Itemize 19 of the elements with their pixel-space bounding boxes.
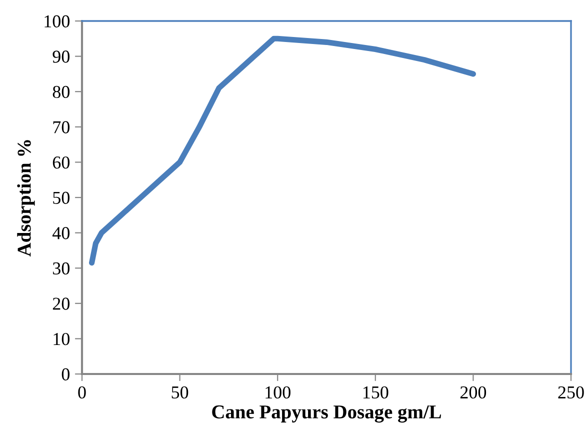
- y-tick-label: 70: [53, 121, 70, 134]
- x-tick-label: 100: [266, 386, 290, 399]
- y-axis-title: Adsorption %: [17, 140, 35, 256]
- x-tick-label: 150: [363, 386, 388, 399]
- y-tick-label: 20: [52, 298, 70, 310]
- y-tick-label: 10: [54, 332, 70, 346]
- y-tick-label: 90: [52, 50, 70, 63]
- x-tick-label: 50: [172, 386, 188, 399]
- x-tick-label: 0: [78, 386, 86, 399]
- x-axis-title: Cane Papyurs Dosage gm/L: [212, 405, 441, 423]
- y-tick-label: 30: [53, 262, 70, 275]
- y-tick-label: 80: [52, 86, 70, 98]
- y-tick-label: 50: [53, 192, 70, 204]
- x-tick-label: 200: [460, 386, 486, 399]
- x-tick-label: 250: [558, 386, 584, 399]
- y-tick-label: 60: [52, 156, 70, 169]
- y-tick-label: 0: [62, 368, 70, 380]
- y-tick-label: 100: [44, 15, 70, 28]
- y-tick-label: 40: [52, 227, 70, 240]
